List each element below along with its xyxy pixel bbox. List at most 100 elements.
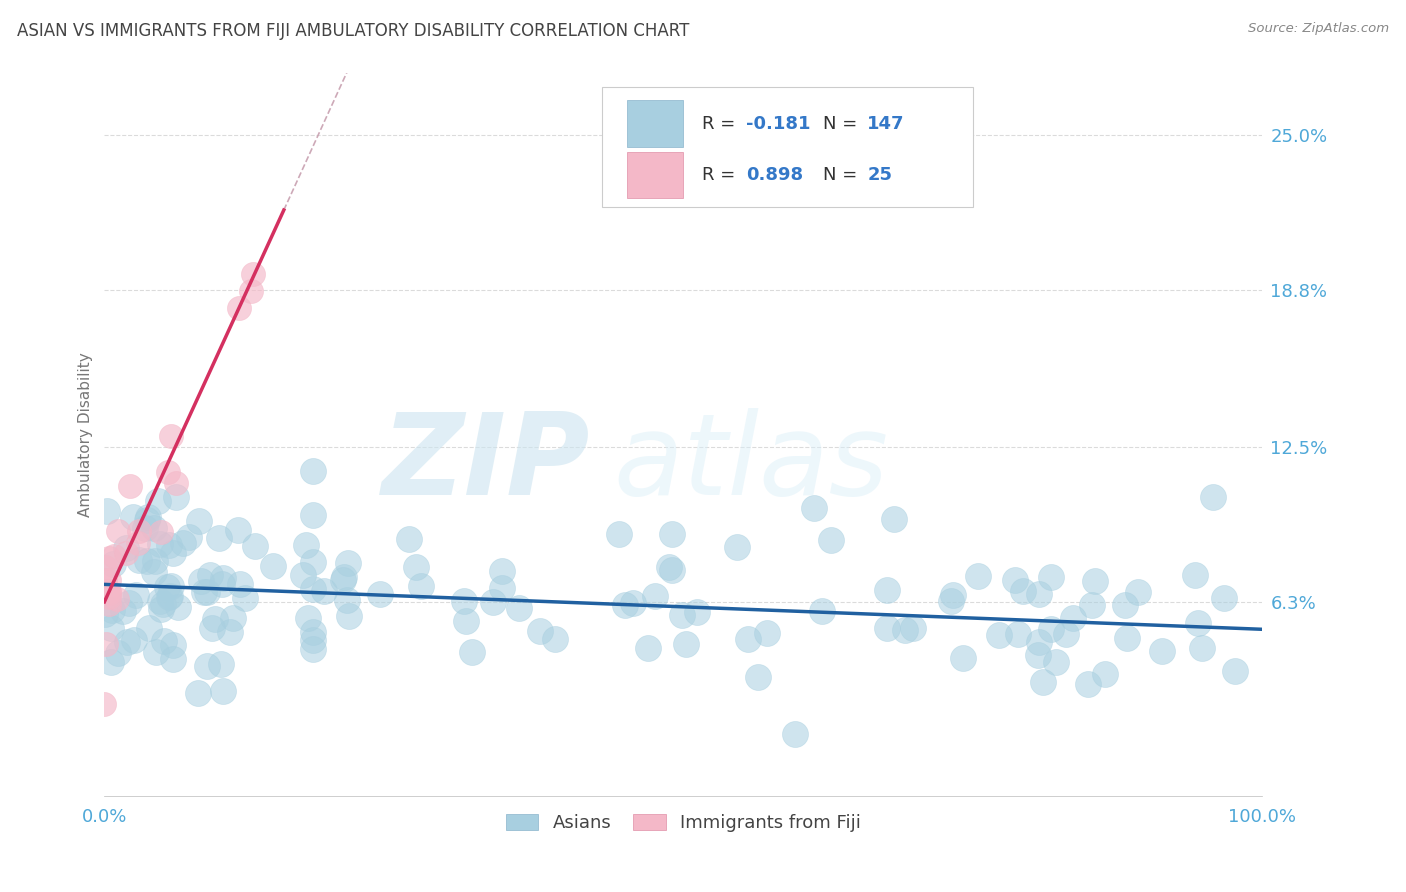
Point	[228, 523, 250, 537]
Point	[903, 621, 925, 635]
Text: Source: ZipAtlas.com: Source: ZipAtlas.com	[1249, 22, 1389, 36]
FancyBboxPatch shape	[602, 87, 973, 207]
Point	[143, 566, 166, 580]
Point	[607, 527, 630, 541]
Point	[93, 697, 115, 711]
Point	[1184, 567, 1206, 582]
Point	[725, 540, 748, 554]
Point	[100, 621, 122, 635]
Point	[1152, 644, 1174, 658]
Point	[301, 582, 323, 596]
Point	[152, 597, 174, 611]
Point	[204, 613, 226, 627]
Point	[136, 554, 159, 568]
Text: R =: R =	[702, 166, 741, 184]
Point	[675, 637, 697, 651]
Text: 25: 25	[868, 166, 893, 184]
Point	[111, 604, 134, 618]
Text: atlas: atlas	[614, 409, 889, 519]
Point	[240, 284, 263, 298]
Point	[297, 611, 319, 625]
Point	[508, 601, 530, 615]
Point	[661, 527, 683, 541]
Point	[150, 524, 173, 539]
Point	[245, 539, 267, 553]
Point	[100, 603, 122, 617]
Point	[208, 531, 231, 545]
Text: 0.898: 0.898	[745, 166, 803, 184]
Point	[195, 659, 218, 673]
Point	[1039, 570, 1062, 584]
Point	[242, 267, 264, 281]
Point	[456, 614, 478, 628]
Point	[1212, 591, 1234, 605]
Point	[1007, 627, 1029, 641]
Point	[644, 589, 666, 603]
Point	[200, 621, 222, 635]
Point	[212, 684, 235, 698]
Point	[142, 521, 165, 535]
Point	[165, 476, 187, 491]
Point	[187, 686, 209, 700]
Point	[100, 655, 122, 669]
Point	[143, 554, 166, 568]
Point	[1191, 640, 1213, 655]
Point	[98, 597, 121, 611]
Point	[1202, 490, 1225, 504]
Point	[98, 591, 121, 605]
Point	[671, 608, 693, 623]
Point	[117, 596, 139, 610]
Text: 147: 147	[868, 114, 905, 133]
Point	[1094, 667, 1116, 681]
Point	[122, 509, 145, 524]
Point	[658, 559, 681, 574]
Point	[157, 465, 180, 479]
Point	[157, 591, 180, 605]
Point	[156, 580, 179, 594]
Point	[127, 536, 149, 550]
Point	[544, 632, 567, 646]
Point	[481, 595, 503, 609]
Text: -0.181: -0.181	[745, 114, 810, 133]
Point	[145, 645, 167, 659]
Point	[1077, 676, 1099, 690]
Point	[332, 573, 354, 587]
Point	[107, 524, 129, 539]
Point	[97, 550, 120, 565]
Point	[157, 538, 180, 552]
Point	[105, 592, 128, 607]
Point	[160, 579, 183, 593]
Point	[1114, 599, 1136, 613]
Point	[209, 657, 232, 671]
Point	[803, 501, 825, 516]
Point	[228, 301, 250, 316]
FancyBboxPatch shape	[627, 152, 683, 198]
Point	[94, 560, 117, 574]
Point	[295, 538, 318, 552]
Point	[262, 558, 284, 573]
Point	[135, 513, 157, 527]
Point	[212, 571, 235, 585]
Point	[134, 521, 156, 535]
Point	[103, 557, 125, 571]
Point	[967, 568, 990, 582]
Point	[876, 621, 898, 635]
Point	[301, 633, 323, 648]
Point	[190, 574, 212, 588]
Y-axis label: Ambulatory Disability: Ambulatory Disability	[79, 352, 93, 517]
Text: ZIP: ZIP	[382, 409, 591, 519]
Point	[737, 632, 759, 646]
Point	[96, 584, 118, 599]
Point	[97, 573, 120, 587]
Point	[150, 601, 173, 615]
Point	[453, 594, 475, 608]
Point	[491, 564, 513, 578]
Point	[820, 533, 842, 548]
Point	[883, 512, 905, 526]
Point	[222, 611, 245, 625]
Point	[939, 594, 962, 608]
Legend: Asians, Immigrants from Fiji: Asians, Immigrants from Fiji	[499, 806, 868, 839]
Point	[1223, 665, 1246, 679]
Point	[893, 623, 915, 637]
Text: ASIAN VS IMMIGRANTS FROM FIJI AMBULATORY DISABILITY CORRELATION CHART: ASIAN VS IMMIGRANTS FROM FIJI AMBULATORY…	[17, 22, 689, 40]
